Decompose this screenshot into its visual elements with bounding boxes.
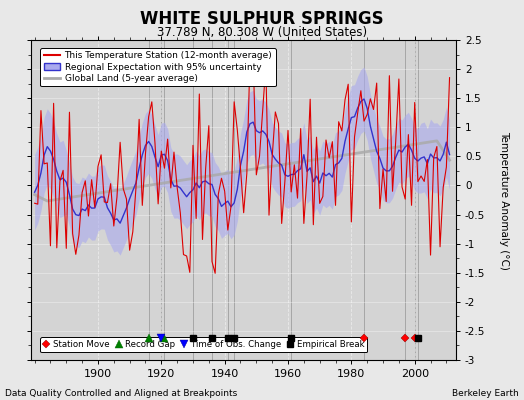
Legend: Station Move, Record Gap, Time of Obs. Change, Empirical Break: Station Move, Record Gap, Time of Obs. C…	[40, 338, 367, 352]
Text: Data Quality Controlled and Aligned at Breakpoints: Data Quality Controlled and Aligned at B…	[5, 389, 237, 398]
Text: 37.789 N, 80.308 W (United States): 37.789 N, 80.308 W (United States)	[157, 26, 367, 39]
Text: WHITE SULPHUR SPRINGS: WHITE SULPHUR SPRINGS	[140, 10, 384, 28]
Text: Berkeley Earth: Berkeley Earth	[452, 389, 519, 398]
Y-axis label: Temperature Anomaly (°C): Temperature Anomaly (°C)	[499, 130, 509, 270]
